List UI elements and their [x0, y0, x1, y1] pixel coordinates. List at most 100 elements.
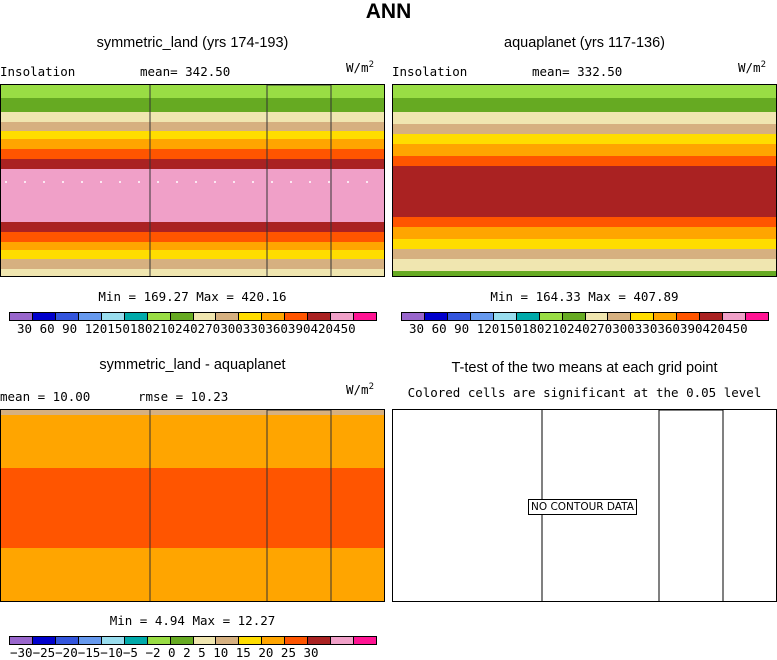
contour-plot [393, 85, 776, 276]
colorbar-swatch-11 [654, 313, 678, 320]
colorbar-swatch-15 [746, 313, 768, 320]
min-max-label: Min = 169.27 Max = 420.16 [98, 289, 287, 304]
zonal-band [393, 85, 776, 98]
contour-plot [1, 85, 384, 276]
colorbar-swatch-2 [55, 313, 79, 320]
colorbar-swatch-3 [78, 637, 102, 644]
colorbar-swatch-1 [32, 637, 56, 644]
zonal-band [1, 85, 384, 98]
colorbar-swatch-0 [402, 313, 425, 320]
zonal-band [1, 410, 384, 415]
units-label: W/m2 [738, 60, 766, 76]
colorbar-swatch-8 [585, 313, 609, 320]
zonal-band [1, 122, 384, 131]
zonal-band [1, 250, 384, 259]
zonal-band [1, 112, 384, 122]
contour-marker [5, 181, 7, 183]
colorbar-swatch-0 [10, 637, 33, 644]
colorbar-swatch-0 [10, 313, 33, 320]
colorbar-labels: 30 60 90 1201501802102402703003303603904… [409, 321, 748, 336]
contour-marker [195, 181, 197, 183]
contour-marker [176, 181, 178, 183]
contour-marker [62, 181, 64, 183]
zonal-band [393, 156, 776, 166]
panel-title-difference: symmetric_land - aquaplanet [99, 357, 286, 373]
contour-plot [1, 410, 384, 601]
colorbar-swatch-6 [147, 637, 171, 644]
colorbar [401, 312, 769, 321]
units-label: W/m2 [346, 60, 374, 76]
colorbar-swatch-5 [124, 313, 148, 320]
colorbar-swatch-7 [562, 313, 586, 320]
zonal-band [393, 259, 776, 271]
colorbar-swatch-15 [354, 313, 376, 320]
contour-marker [81, 181, 83, 183]
zonal-band [393, 144, 776, 156]
zonal-band [393, 271, 776, 276]
colorbar-swatch-2 [55, 637, 79, 644]
zonal-band [1, 548, 384, 601]
zonal-band [393, 217, 776, 227]
colorbar-swatch-2 [447, 313, 471, 320]
colorbar [9, 636, 377, 645]
zonal-band [393, 134, 776, 144]
colorbar-swatch-3 [78, 313, 102, 320]
colorbar-swatch-4 [101, 313, 125, 320]
contour-marker [119, 181, 121, 183]
panel-title-symmetric-land: symmetric_land (yrs 174-193) [96, 35, 289, 51]
colorbar-swatch-1 [32, 313, 56, 320]
variable-label: Insolation [392, 64, 468, 79]
mean-label: mean= 332.50 [532, 64, 623, 79]
rmse-label: rmse = 10.23 [138, 389, 229, 404]
zonal-band [393, 227, 776, 239]
continent-outline [266, 85, 332, 276]
contour-marker [214, 181, 216, 183]
colorbar-swatch-5 [124, 637, 148, 644]
colorbar-swatch-14 [331, 637, 355, 644]
zonal-band [393, 249, 776, 259]
contour-marker [24, 181, 26, 183]
colorbar-swatch-8 [193, 313, 217, 320]
variable-label: Insolation [0, 64, 76, 79]
panel-subtitle-ttest: Colored cells are significant at the 0.0… [407, 385, 762, 400]
min-max-label: Min = 164.33 Max = 407.89 [490, 289, 679, 304]
units-label: W/m2 [346, 382, 374, 398]
contour-marker [309, 181, 311, 183]
colorbar-swatch-4 [101, 637, 125, 644]
zonal-band [1, 232, 384, 242]
zonal-band [393, 166, 776, 217]
map-symmetric-land [0, 84, 385, 277]
colorbar-swatch-7 [170, 637, 194, 644]
zonal-band [393, 112, 776, 124]
colorbar-swatch-10 [239, 637, 263, 644]
min-max-label: Min = 4.94 Max = 12.27 [109, 613, 276, 628]
contour-marker [328, 181, 330, 183]
colorbar-swatch-7 [170, 313, 194, 320]
colorbar-swatch-13 [700, 313, 724, 320]
colorbar-labels: −30−25−20−15−10−5 −2 0 2 5 10 15 20 25 3… [10, 645, 319, 660]
colorbar-swatch-9 [216, 313, 240, 320]
zonal-band [393, 239, 776, 249]
zonal-band [1, 159, 384, 169]
colorbar-swatch-9 [216, 637, 240, 644]
colorbar-swatch-13 [308, 637, 332, 644]
colorbar-swatch-10 [631, 313, 655, 320]
zonal-band [1, 169, 384, 222]
contour-marker [233, 181, 235, 183]
zonal-band [1, 269, 384, 276]
panel-title-aquaplanet: aquaplanet (yrs 117-136) [504, 35, 665, 51]
colorbar-swatch-8 [193, 637, 217, 644]
colorbar-swatch-6 [147, 313, 171, 320]
zonal-band [1, 98, 384, 112]
no-contour-data-label: NO CONTOUR DATA [528, 499, 637, 515]
figure-title: ANN [365, 0, 412, 23]
mean-label: mean= 342.50 [140, 64, 231, 79]
colorbar-swatch-10 [239, 313, 263, 320]
colorbar-swatch-5 [516, 313, 540, 320]
map-aquaplanet [392, 84, 777, 277]
contour-marker [347, 181, 349, 183]
colorbar-swatch-14 [723, 313, 747, 320]
colorbar-swatch-14 [331, 313, 355, 320]
colorbar-swatch-1 [424, 313, 448, 320]
zonal-band [1, 222, 384, 232]
